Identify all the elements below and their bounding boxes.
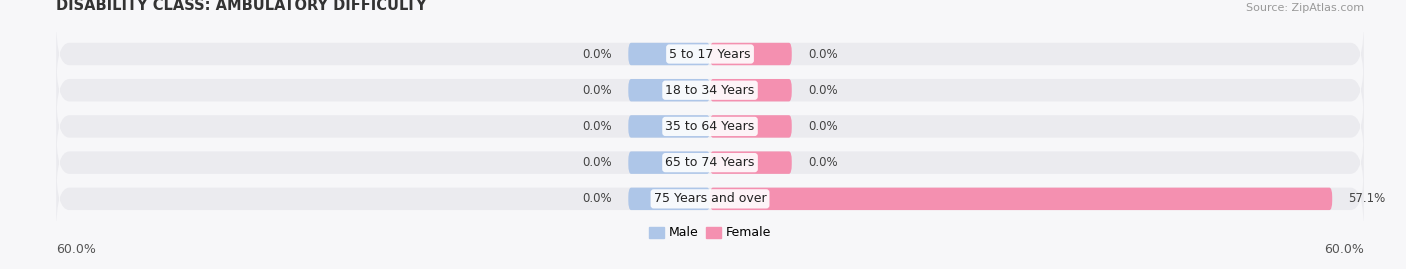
FancyBboxPatch shape	[628, 188, 710, 210]
FancyBboxPatch shape	[56, 167, 1364, 231]
Text: 0.0%: 0.0%	[582, 48, 612, 61]
FancyBboxPatch shape	[56, 58, 1364, 123]
FancyBboxPatch shape	[710, 43, 792, 65]
Text: 0.0%: 0.0%	[808, 156, 838, 169]
FancyBboxPatch shape	[56, 22, 1364, 86]
Text: 0.0%: 0.0%	[582, 156, 612, 169]
Text: 18 to 34 Years: 18 to 34 Years	[665, 84, 755, 97]
Text: 0.0%: 0.0%	[808, 48, 838, 61]
Text: 35 to 64 Years: 35 to 64 Years	[665, 120, 755, 133]
FancyBboxPatch shape	[628, 115, 710, 138]
Text: 60.0%: 60.0%	[56, 243, 96, 256]
Text: 0.0%: 0.0%	[808, 120, 838, 133]
FancyBboxPatch shape	[710, 151, 792, 174]
FancyBboxPatch shape	[628, 151, 710, 174]
FancyBboxPatch shape	[710, 188, 1333, 210]
Text: 57.1%: 57.1%	[1348, 192, 1386, 205]
Legend: Male, Female: Male, Female	[644, 221, 776, 245]
Text: 60.0%: 60.0%	[1324, 243, 1364, 256]
Text: 65 to 74 Years: 65 to 74 Years	[665, 156, 755, 169]
FancyBboxPatch shape	[628, 79, 710, 101]
Text: 0.0%: 0.0%	[808, 84, 838, 97]
Text: 0.0%: 0.0%	[582, 84, 612, 97]
FancyBboxPatch shape	[56, 130, 1364, 195]
FancyBboxPatch shape	[710, 115, 792, 138]
Text: 0.0%: 0.0%	[582, 120, 612, 133]
Text: Source: ZipAtlas.com: Source: ZipAtlas.com	[1246, 3, 1364, 13]
FancyBboxPatch shape	[56, 94, 1364, 159]
Text: DISABILITY CLASS: AMBULATORY DIFFICULTY: DISABILITY CLASS: AMBULATORY DIFFICULTY	[56, 0, 427, 13]
FancyBboxPatch shape	[710, 79, 792, 101]
Text: 5 to 17 Years: 5 to 17 Years	[669, 48, 751, 61]
Text: 0.0%: 0.0%	[582, 192, 612, 205]
Text: 75 Years and over: 75 Years and over	[654, 192, 766, 205]
FancyBboxPatch shape	[628, 43, 710, 65]
